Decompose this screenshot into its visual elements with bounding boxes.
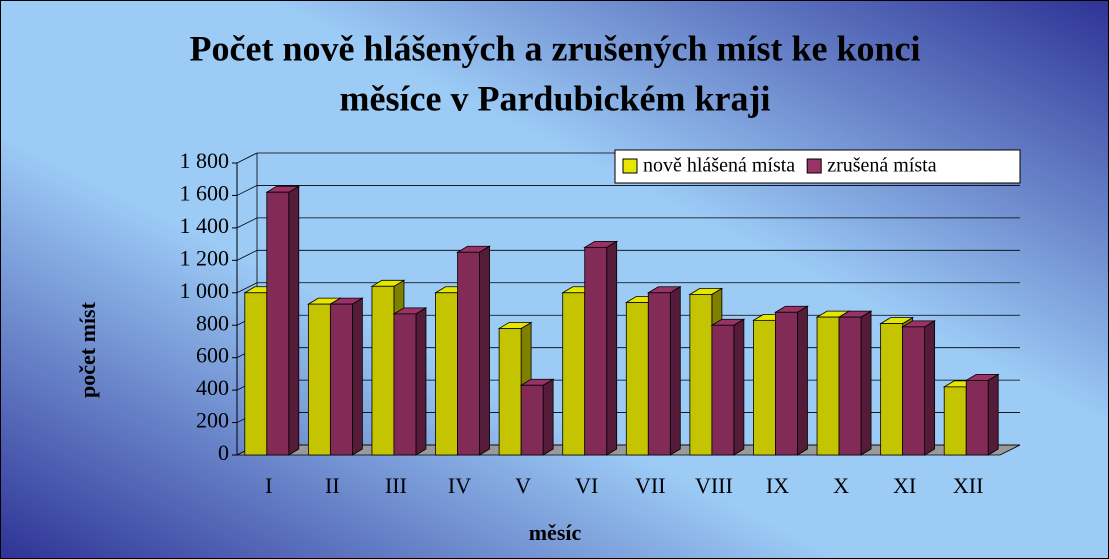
bar-front xyxy=(520,384,544,456)
y-axis-label: počet míst xyxy=(75,301,100,398)
chart-title: Počet nově hlášených a zrušených míst ke… xyxy=(190,28,921,68)
x-tick-label: IX xyxy=(766,473,789,498)
x-tick-label: II xyxy=(325,473,340,498)
bar-front xyxy=(902,326,926,456)
x-tick-label: V xyxy=(515,473,531,498)
x-tick-label: III xyxy=(385,473,407,498)
x-tick-label: XII xyxy=(953,473,984,498)
bar-side xyxy=(606,240,618,456)
x-tick-label: IV xyxy=(448,473,471,498)
bar-front xyxy=(244,292,268,456)
y-tick-label: 200 xyxy=(196,408,229,433)
x-tick-label: I xyxy=(265,473,272,498)
bar xyxy=(710,318,746,456)
bar-front xyxy=(329,303,353,456)
grid-line xyxy=(236,217,258,229)
bar-front xyxy=(266,191,290,456)
y-tick-label: 1 000 xyxy=(180,278,230,303)
bar-front xyxy=(371,285,395,456)
bar-front xyxy=(880,323,904,456)
bar-front xyxy=(498,328,522,456)
bar-front xyxy=(816,316,840,456)
bar-side xyxy=(669,286,681,456)
chart-title: měsíce v Pardubickém kraji xyxy=(340,78,771,118)
bar-side xyxy=(351,297,363,456)
bar-side xyxy=(542,378,554,456)
bar xyxy=(964,373,1000,456)
bar xyxy=(646,286,682,456)
bar-side xyxy=(797,305,808,456)
bar xyxy=(265,185,301,456)
bar-side xyxy=(987,373,999,456)
bar xyxy=(774,305,809,456)
bar xyxy=(392,307,428,456)
bar-side xyxy=(415,307,427,456)
bar-front xyxy=(625,302,649,456)
bar-front xyxy=(435,292,458,456)
bar-side xyxy=(479,245,490,456)
bar-front xyxy=(689,293,713,456)
bar-front xyxy=(393,313,417,456)
bar-front xyxy=(753,319,776,456)
legend-swatch xyxy=(622,158,638,174)
grid-line xyxy=(236,152,258,164)
grid-line xyxy=(236,249,258,261)
bar-front xyxy=(647,292,671,456)
x-tick-label: VII xyxy=(635,473,666,498)
y-tick-label: 400 xyxy=(196,375,229,400)
bar-side xyxy=(288,185,300,456)
bar xyxy=(837,310,873,456)
bar-side xyxy=(860,310,872,456)
bar xyxy=(456,245,491,456)
legend-swatch xyxy=(806,158,822,174)
x-tick-label: XI xyxy=(893,473,916,498)
legend-label: zrušená místa xyxy=(827,155,937,177)
bar-front xyxy=(307,303,331,456)
bar xyxy=(519,378,555,456)
bar-front xyxy=(711,324,735,456)
legend-label: nově hlášená místa xyxy=(643,155,795,177)
bar-front xyxy=(965,379,989,456)
grid-line xyxy=(236,185,258,196)
bar-front xyxy=(584,246,608,456)
x-tick-label: X xyxy=(833,473,849,498)
y-tick-label: 1 800 xyxy=(180,148,230,173)
bar xyxy=(901,320,937,456)
bar-side xyxy=(733,318,745,456)
y-tick-label: 800 xyxy=(196,310,229,335)
y-tick-label: 1 200 xyxy=(180,245,230,270)
bar-front xyxy=(943,386,967,456)
y-tick-label: 1 600 xyxy=(180,180,230,205)
grid-line xyxy=(236,282,258,294)
y-tick-label: 1 400 xyxy=(180,213,230,238)
x-axis-label: měsíc xyxy=(529,520,582,545)
y-tick-label: 600 xyxy=(196,343,229,368)
bar-front xyxy=(457,251,480,456)
x-tick-label: VIII xyxy=(695,473,733,498)
bar xyxy=(583,240,619,456)
x-tick-label: VI xyxy=(575,473,598,498)
bar-front xyxy=(562,292,586,456)
bar xyxy=(328,297,364,456)
bar-front xyxy=(775,311,798,456)
y-tick-label: 0 xyxy=(218,440,229,465)
bar-front xyxy=(838,316,862,456)
bar-side xyxy=(924,320,936,456)
